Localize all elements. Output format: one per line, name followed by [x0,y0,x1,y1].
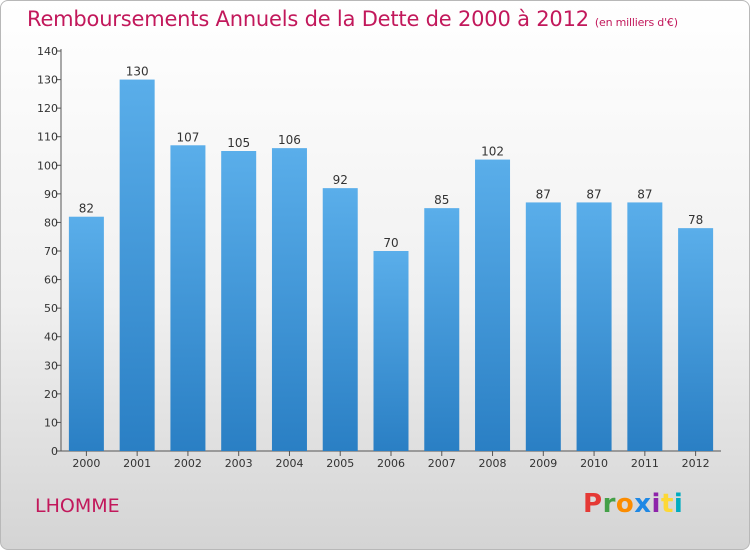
commune-name: LHOMME [35,495,120,517]
bar [271,148,307,451]
data-label: 92 [333,173,348,187]
y-tick-label: 70 [44,245,58,258]
y-tick-label: 60 [44,274,58,287]
bar [373,251,409,451]
x-tick-label: 2004 [275,457,303,470]
data-label: 87 [536,187,551,201]
y-tick-label: 140 [37,45,58,58]
logo-letter: r [602,489,616,519]
y-tick-label: 100 [37,159,58,172]
x-tick-label: 2011 [631,457,659,470]
chart-subtitle: (en milliers d'€) [594,16,678,29]
x-tick-label: 2000 [72,457,100,470]
chart-title: Remboursements Annuels de la Dette de 20… [27,7,678,31]
data-label: 105 [227,136,250,150]
bar [525,202,561,451]
data-label: 87 [586,187,601,201]
x-tick-label: 2001 [123,457,151,470]
logo-letter: P [583,489,603,519]
bar [119,79,155,452]
logo-letter: i [651,489,661,519]
y-tick-label: 0 [51,445,58,458]
x-tick-label: 2007 [428,457,456,470]
x-tick-label: 2006 [377,457,405,470]
logo-letter: i [673,489,684,519]
bar [322,188,358,451]
data-label: 78 [688,213,703,227]
data-label: 70 [383,236,398,250]
logo-letter: o [615,489,635,519]
y-tick-label: 50 [44,302,58,315]
data-label: 107 [176,130,199,144]
data-label: 106 [278,133,301,147]
x-tick-label: 2012 [682,457,710,470]
x-tick-label: 2009 [529,457,557,470]
data-label: 82 [79,202,94,216]
y-tick-label: 10 [44,416,58,429]
logo-letter: t [660,489,674,519]
x-tick-label: 2008 [479,457,507,470]
y-tick-label: 130 [37,74,58,87]
bar [627,202,663,451]
x-tick-label: 2010 [580,457,608,470]
chart-title-text: Remboursements Annuels de la Dette de 20… [27,7,589,31]
y-tick-label: 30 [44,359,58,372]
data-label: 87 [637,187,652,201]
x-tick-label: 2002 [174,457,202,470]
proxiti-logo: Proxiti [583,489,683,519]
y-tick-label: 20 [44,388,58,401]
bar [424,208,460,451]
x-tick-label: 2005 [326,457,354,470]
y-tick-label: 90 [44,188,58,201]
bar [68,216,104,451]
data-label: 85 [434,193,449,207]
logo-letter: x [634,489,652,519]
bar [576,202,612,451]
data-label: 130 [126,65,149,79]
y-tick-label: 110 [37,131,58,144]
bar [678,228,714,451]
bar [221,151,257,451]
bar [170,145,206,452]
y-tick-label: 80 [44,216,58,229]
bar [475,159,511,452]
y-tick-label: 120 [37,102,58,115]
x-tick-label: 2003 [225,457,253,470]
data-label: 102 [481,145,504,159]
y-tick-label: 40 [44,331,58,344]
